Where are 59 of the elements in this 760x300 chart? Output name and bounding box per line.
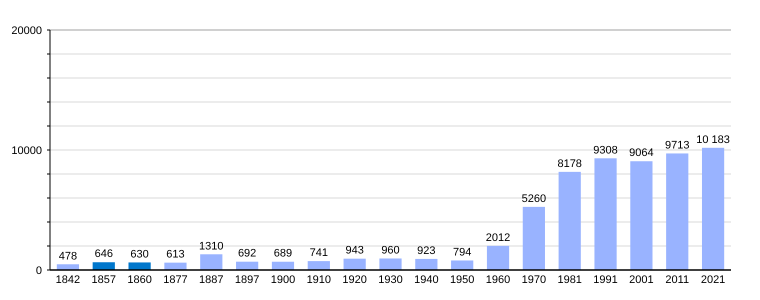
data-label: 9064 [629, 147, 654, 160]
x-tick-label: 1950 [450, 274, 474, 286]
data-label: 613 [166, 248, 185, 261]
bar [272, 262, 294, 270]
data-label: 10 183 [696, 134, 730, 146]
bar [415, 258, 438, 270]
data-label: 960 [381, 244, 400, 256]
data-label: 741 [310, 247, 328, 260]
y-tick-label: 20000 [11, 24, 42, 37]
data-label: 8178 [557, 158, 582, 170]
x-tick-label: 1920 [342, 274, 367, 286]
x-tick-label: 1970 [522, 274, 546, 286]
data-label: 5260 [522, 192, 546, 205]
data-label: 9308 [593, 144, 618, 156]
data-label: 794 [453, 246, 472, 258]
data-label: 2012 [486, 232, 510, 244]
bar [200, 254, 222, 270]
data-label: 9713 [664, 139, 690, 152]
bar [558, 172, 581, 270]
x-tick-label: 1930 [378, 274, 403, 286]
data-label: 630 [130, 248, 149, 260]
bar [486, 246, 510, 270]
data-label: 692 [238, 248, 256, 260]
bar [308, 261, 330, 270]
bar [379, 258, 402, 270]
x-tick-label: 1910 [306, 274, 332, 286]
x-tick-label: 2021 [700, 274, 726, 286]
x-tick-label: 1981 [557, 274, 582, 286]
x-tick-label: 1900 [270, 274, 296, 286]
data-label: 923 [417, 244, 436, 257]
bar [666, 153, 688, 270]
x-tick-label: 1887 [199, 274, 224, 286]
y-tick-label: 0 [36, 264, 42, 277]
bar [236, 262, 258, 270]
x-tick-label: 1842 [56, 274, 80, 286]
bar [702, 148, 724, 270]
bar [630, 161, 653, 270]
x-tick-label: 2001 [629, 274, 654, 286]
bar [128, 262, 151, 270]
data-label: 943 [345, 244, 364, 257]
data-label: 478 [58, 250, 78, 262]
x-tick-label: 1877 [163, 274, 188, 286]
y-tick-label: 10000 [11, 144, 42, 157]
bar [164, 262, 187, 270]
data-label: 1310 [199, 240, 224, 252]
data-label: 689 [274, 248, 292, 260]
x-tick-label: 1940 [414, 274, 439, 286]
bar [594, 158, 617, 270]
x-tick-label: 2011 [665, 274, 690, 286]
x-tick-label: 1860 [127, 274, 152, 286]
bar [451, 260, 474, 270]
x-tick-label: 1991 [593, 274, 618, 286]
bar [92, 262, 115, 270]
x-tick-label: 1857 [92, 274, 116, 286]
bar [522, 206, 545, 270]
x-tick-label: 1960 [486, 274, 510, 286]
bar [344, 258, 366, 270]
data-label: 646 [94, 248, 113, 260]
x-tick-label: 1897 [234, 274, 260, 286]
